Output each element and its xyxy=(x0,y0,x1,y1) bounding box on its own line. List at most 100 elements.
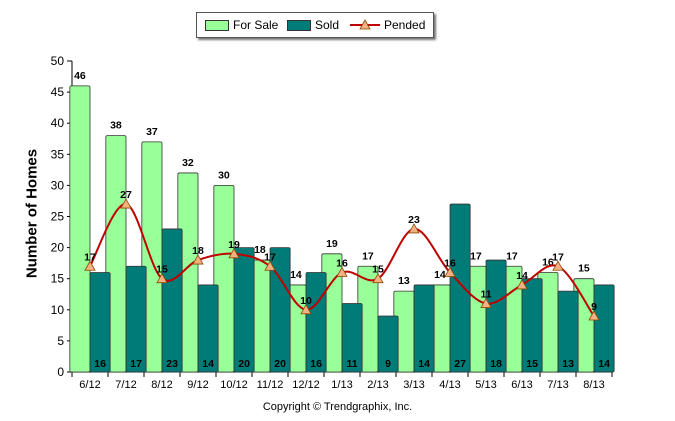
pended-marker xyxy=(444,266,456,277)
y-axis-label: Number of Homes xyxy=(23,148,41,279)
sold-bar xyxy=(89,272,111,373)
y-tick-label: 30 xyxy=(51,178,65,192)
pended-marker xyxy=(120,198,132,209)
pended-data-label: 17 xyxy=(552,251,564,263)
for-sale-data-label: 30 xyxy=(218,169,230,181)
pended-marker xyxy=(300,303,312,315)
y-tick-label: 35 xyxy=(51,147,65,161)
x-tick-label: 3/13 xyxy=(403,379,424,391)
pended-data-label: 16 xyxy=(444,257,456,269)
sold-data-label: 14 xyxy=(598,358,610,370)
sold-data-label: 14 xyxy=(202,358,214,370)
legend: For Sale Sold Pended xyxy=(196,12,434,38)
pended-marker xyxy=(228,247,240,259)
y-tick-label: 0 xyxy=(57,365,64,379)
sold-data-label: 13 xyxy=(562,358,574,370)
sold-data-label: 23 xyxy=(166,358,178,370)
for-sale-bar xyxy=(105,135,127,373)
pended-data-label: 9 xyxy=(591,301,597,313)
for-sale-data-label: 16 xyxy=(542,256,554,268)
for-sale-data-label: 14 xyxy=(434,269,446,281)
for-sale-data-label: 17 xyxy=(506,250,518,262)
y-tick-label: 25 xyxy=(51,210,65,224)
sold-bar xyxy=(413,284,435,373)
sold-bar xyxy=(125,265,147,373)
y-tick-label: 5 xyxy=(57,334,64,348)
pended-data-label: 17 xyxy=(84,251,96,263)
legend-label-pended: Pended xyxy=(384,18,426,32)
pended-data-label: 18 xyxy=(192,245,204,257)
sold-data-label: 11 xyxy=(347,358,358,370)
for-sale-data-label: 46 xyxy=(74,70,86,82)
sold-bar xyxy=(197,284,219,373)
legend-label-for-sale: For Sale xyxy=(233,18,279,32)
for-sale-data-label: 17 xyxy=(362,250,374,262)
for-sale-data-label: 15 xyxy=(578,263,590,275)
x-tick-label: 8/12 xyxy=(151,379,172,391)
sold-data-label: 16 xyxy=(94,358,106,370)
pended-data-label: 14 xyxy=(516,270,528,282)
for-sale-data-label: 32 xyxy=(182,157,194,169)
x-tick-label: 4/13 xyxy=(439,379,460,391)
x-tick-label: 12/12 xyxy=(292,379,320,391)
pended-marker xyxy=(156,272,168,284)
sold-bar xyxy=(233,247,255,373)
pended-marker xyxy=(408,223,420,234)
copyright: Copyright © Trendgraphix, Inc. xyxy=(262,401,413,413)
for-sale-data-label: 19 xyxy=(326,238,338,250)
sold-bar xyxy=(161,228,183,373)
for-sale-swatch xyxy=(205,19,229,31)
pended-marker xyxy=(552,260,564,271)
sold-bar xyxy=(377,315,399,373)
sold-bar xyxy=(593,284,615,373)
pended-data-label: 15 xyxy=(156,264,168,276)
x-tick-label: 6/12 xyxy=(79,379,100,391)
sold-data-label: 20 xyxy=(238,358,250,370)
pended-marker xyxy=(588,310,600,321)
sold-data-label: 15 xyxy=(526,358,538,370)
for-sale-data-label: 38 xyxy=(110,120,122,132)
pended-data-label: 15 xyxy=(372,264,384,276)
y-tick-label: 50 xyxy=(51,54,65,68)
sold-data-label: 16 xyxy=(310,358,322,370)
legend-item-sold: Sold xyxy=(287,18,339,32)
pended-marker xyxy=(516,279,528,290)
y-tick-label: 10 xyxy=(51,303,65,317)
pended-data-label: 16 xyxy=(336,257,348,269)
y-tick-label: 45 xyxy=(51,85,65,99)
pended-marker xyxy=(84,260,96,271)
legend-item-pended: Pended xyxy=(350,18,425,32)
pended-marker xyxy=(480,297,492,308)
pended-data-label: 11 xyxy=(480,289,491,301)
x-tick-label: 7/13 xyxy=(547,379,568,391)
pended-marker xyxy=(192,254,204,265)
sold-bar xyxy=(557,290,579,373)
for-sale-data-label: 13 xyxy=(398,275,410,287)
pended-data-label: 19 xyxy=(228,239,240,251)
pended-data-label: 23 xyxy=(408,214,420,226)
y-tick-label: 40 xyxy=(51,116,65,130)
sold-bar xyxy=(341,303,363,373)
sold-swatch xyxy=(287,19,311,31)
pended-line-icon xyxy=(350,19,380,30)
legend-label-sold: Sold xyxy=(315,18,340,32)
sold-data-label: 17 xyxy=(130,358,142,370)
sold-bar xyxy=(449,203,471,373)
for-sale-data-label: 37 xyxy=(146,126,158,138)
x-tick-label: 7/12 xyxy=(115,379,136,391)
pended-data-label: 27 xyxy=(120,189,132,201)
y-tick-label: 20 xyxy=(51,241,65,255)
pended-marker xyxy=(336,266,348,277)
x-tick-label: 1/13 xyxy=(331,379,352,391)
x-tick-label: 6/13 xyxy=(511,379,532,391)
sold-data-label: 9 xyxy=(385,358,391,370)
for-sale-data-label: 18 xyxy=(254,244,266,256)
sold-bar xyxy=(269,247,291,373)
pended-marker xyxy=(264,260,276,271)
for-sale-data-label: 17 xyxy=(470,250,482,262)
x-tick-label: 2/13 xyxy=(367,379,388,391)
for-sale-data-label: 14 xyxy=(290,269,302,281)
x-tick-label: 11/12 xyxy=(257,379,284,391)
sold-data-label: 20 xyxy=(274,358,286,370)
